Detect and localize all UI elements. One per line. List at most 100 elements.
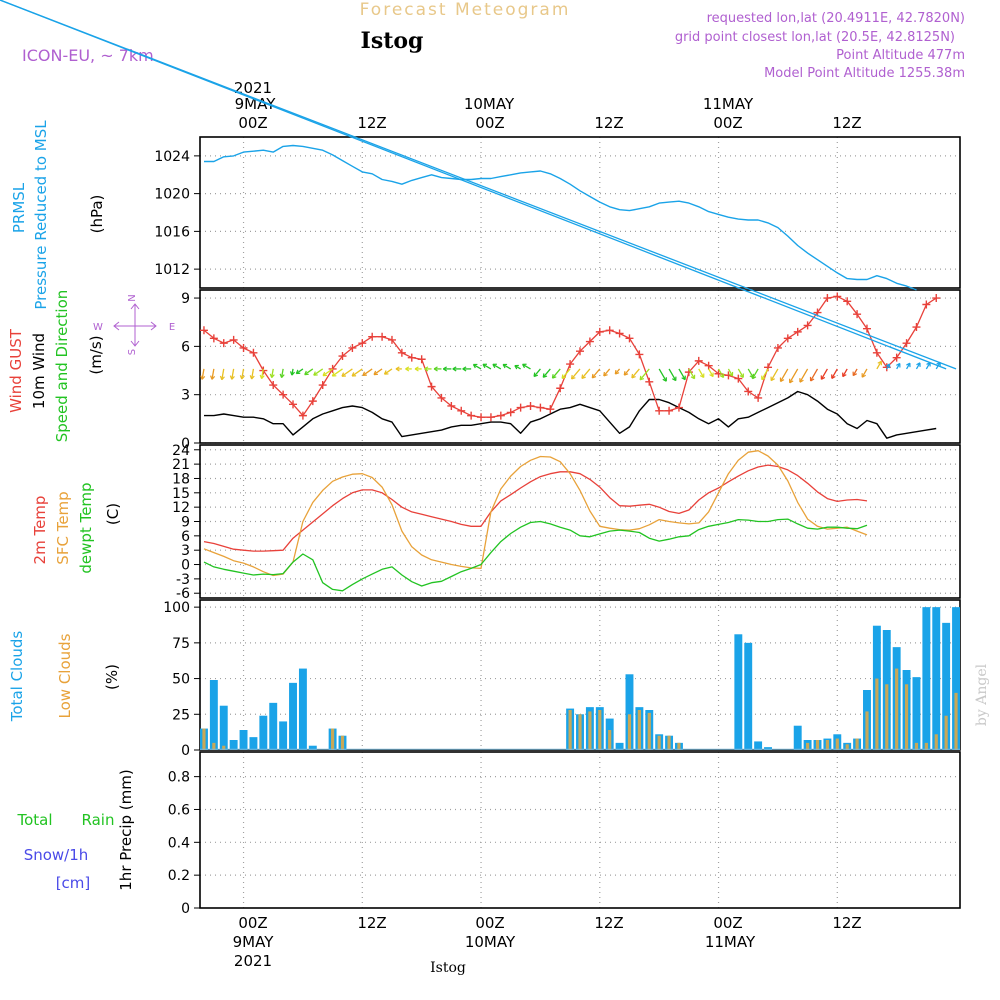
total-cloud-bar [269,702,278,750]
total-cloud-bar [289,682,297,750]
wind-arrow-head [331,372,337,377]
wind-arrow [925,362,931,370]
total-cloud-bar [912,677,921,750]
wind-arrow [717,368,725,378]
top-tick-12z-10: 12Z [594,114,623,132]
bottom-time-axis: 00Z 12Z 00Z 12Z 00Z 12Z 9MAY 10MAY 11MAY… [233,914,862,970]
gust-marker [289,400,298,409]
footer-location: Istog [430,960,466,976]
temp2m-label: 2m Temp [31,496,49,565]
gust-marker [269,381,278,390]
low-cloud-bar [914,742,919,750]
gust-marker [546,405,555,414]
wind-arrow-head [249,375,255,380]
pressure-labels: PRMSL Pressure Reduced to MSL (hPa) [10,120,106,310]
y-tick-label: 6 [181,339,190,355]
wind-arrow-head [269,373,275,378]
wind-arrow-head [395,366,400,372]
watermark: by Angel [974,663,990,726]
compass-n: N [127,294,138,301]
precip-labels: Total Rain Snow/1h [cm] 1hr Precip (mm) [16,769,135,892]
gust-marker [209,334,218,343]
wind-arrow-head [442,366,447,372]
gust-marker [338,352,347,361]
bottom-day-9may: 9MAY [233,933,275,951]
temp-labels: 2m Temp SFC Temp dewpt Temp (C) [31,482,122,573]
wind-arrow [698,368,705,378]
wind-arrow-head [751,374,757,380]
gust-marker [932,294,941,303]
wind-arrow [737,368,744,378]
total-cloud-bar [219,705,228,750]
wind-arrow [502,363,512,370]
wind-panel: 0 3 6 9 [181,289,961,452]
gust-marker [417,355,426,364]
sfc-temp-label: SFC Temp [54,491,72,564]
y-tick-label: 50 [172,672,190,688]
low-cloud-bar [934,734,938,750]
wind-arrow-head [239,375,245,380]
wind-arrow-head [551,374,557,379]
prmsl-desc-label: Pressure Reduced to MSL [32,120,50,310]
wind-arrow-head [614,369,620,375]
total-cloud-bar [922,607,931,750]
low-cloud-bar [202,728,206,750]
wind-arrow [351,368,363,377]
wind-arrow-head [200,375,206,380]
y-tick-label: 3 [181,543,190,559]
wind-arrow-head [295,369,301,375]
wind-arrow-head [789,378,794,384]
wind-arrow-head [820,375,826,380]
y-tick-label: 0.8 [168,770,190,786]
gust-marker [605,326,614,335]
bottom-day-11may: 11MAY [705,933,756,951]
wind-arrow [533,368,541,377]
gust-marker [229,335,238,344]
wind-arrow-head [831,374,836,379]
wind-arrow-head [852,371,858,377]
y-tick-label: 12 [172,500,190,516]
low-cloud-bar [667,735,671,750]
total-cloud-bar [932,607,941,750]
wind-arrow-head [570,374,576,380]
requested-coords: requested lon,lat (20.4911E, 42.7820N) [707,11,965,26]
wind-arrow-head [322,371,328,377]
top-time-axis: 2021 9MAY 10MAY 11MAY 00Z 12Z 00Z 12Z 00… [234,79,862,132]
wind-arrow-head [739,373,744,379]
wind-arrow [271,368,274,378]
wind-arrow-head [502,363,508,369]
total-cloud-bar [793,725,802,750]
bottom-day-10may: 10MAY [465,933,516,951]
wind-arrow-head [289,371,296,376]
precip-frame [199,751,961,909]
prmsl-line [204,144,917,291]
gust-marker [783,334,792,343]
total-cloud-bar [279,721,288,750]
low-cloud-bar [340,735,345,750]
gust-marker [318,381,327,390]
wind-unit-label: (m/s) [87,335,105,374]
gust-marker [635,350,644,359]
y-tick-label: 75 [172,636,190,652]
low-cloud-bar [588,711,592,750]
y-tick-label: -3 [176,572,190,588]
low-cloud-bar [845,744,849,750]
gust-line [203,295,937,418]
gust-marker [279,390,288,399]
total-cloud-bar [625,674,634,750]
y-tick-label: 9 [181,515,190,531]
wind-arrow-head [916,362,921,367]
top-day-9may: 9MAY [235,95,277,113]
wind-arrow [761,368,769,380]
bottom-tick-12z-10: 12Z [594,914,623,932]
wind10m-label: 10m Wind [30,333,48,409]
total-cloud-bar [754,741,763,750]
wind-arrow [211,368,215,380]
gust-marker [576,347,584,356]
low-cloud-bar [677,742,681,750]
total-cloud-bar [229,740,238,750]
wind-arrow [639,368,650,381]
low-cloud-bar [865,711,869,750]
gust-marker [823,294,832,303]
